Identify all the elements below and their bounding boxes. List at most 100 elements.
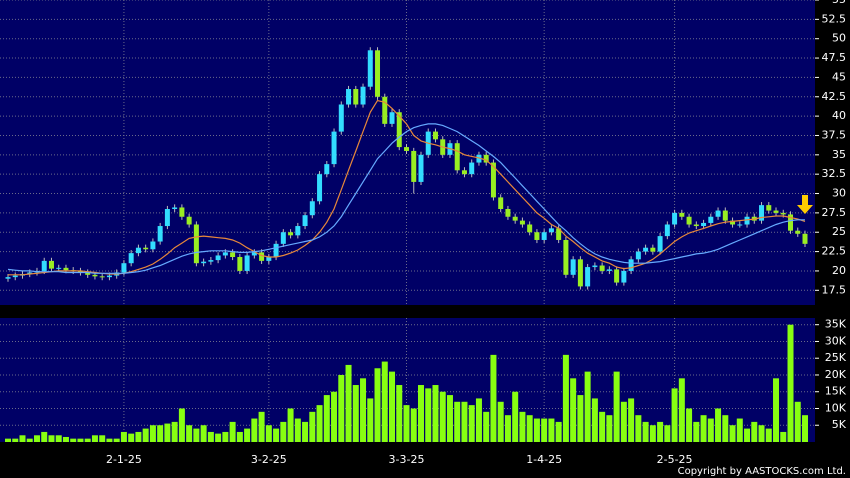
candle-body <box>99 276 105 278</box>
volume-bar <box>280 421 287 442</box>
volume-bar <box>222 431 229 442</box>
candle-body <box>106 275 112 278</box>
candle-body <box>498 197 504 210</box>
volume-bar <box>802 415 808 442</box>
y-tick-label: 32.5 <box>822 167 847 180</box>
volume-bar <box>360 378 367 442</box>
candle-body <box>273 243 279 258</box>
volume-bar <box>729 425 736 442</box>
y-tick-label: 50 <box>832 32 846 45</box>
volume-bar <box>99 435 106 442</box>
candle-body <box>418 154 424 182</box>
volume-bar <box>504 415 511 442</box>
volume-bar <box>316 405 323 442</box>
candle-body <box>643 247 649 252</box>
volume-bar <box>548 418 555 442</box>
x-tick-label: 2-1-25 <box>106 453 142 466</box>
volume-bar <box>193 428 200 442</box>
volume-bar <box>352 385 359 442</box>
volume-bar <box>475 398 482 442</box>
candle-body <box>505 209 511 217</box>
y-tick-label: 22.5 <box>822 245 847 258</box>
y-tick-label: 25 <box>832 225 846 238</box>
candle-body <box>237 257 243 271</box>
y-tick-label: 40 <box>832 109 846 122</box>
volume-bar <box>410 408 417 442</box>
candle-body <box>201 261 207 264</box>
volume-bar <box>613 371 620 442</box>
volume-bar <box>541 418 548 442</box>
x-tick-label: 2-5-25 <box>657 453 693 466</box>
candle-body <box>150 241 156 250</box>
candle-body <box>715 210 721 217</box>
volume-bar <box>584 371 591 442</box>
x-tick-label: 1-4-25 <box>526 453 562 466</box>
volume-bar <box>570 378 577 442</box>
marks <box>5 47 808 442</box>
candle-body <box>186 216 192 225</box>
volume-bar <box>642 421 649 442</box>
volume-bar <box>84 438 91 442</box>
volume-bar <box>446 395 453 442</box>
volume-bar <box>186 425 193 442</box>
y-tick-label: 20 <box>832 264 846 277</box>
y-tick-label: 52.5 <box>822 12 847 25</box>
candle-body <box>338 104 344 132</box>
volume-bar <box>497 401 504 442</box>
candle-body <box>548 228 554 233</box>
volume-bar <box>389 371 396 442</box>
moving-average-line <box>7 123 805 274</box>
x-tick-label: 3-2-25 <box>251 453 287 466</box>
volume-bar <box>533 418 540 442</box>
candle-body <box>41 260 47 271</box>
volume-bar <box>454 401 461 442</box>
candle-body <box>744 216 750 225</box>
volume-bar <box>751 421 758 442</box>
volume-bar <box>439 391 446 442</box>
candle-body <box>128 253 134 264</box>
candle-body <box>795 230 801 234</box>
y-tick-label: 25K <box>825 351 847 364</box>
y-tick-label: 37.5 <box>822 128 847 141</box>
price-panel <box>0 0 815 305</box>
candle-body <box>766 205 772 211</box>
volume-bar <box>157 425 164 442</box>
volume-bar <box>70 438 77 442</box>
volume-bar <box>722 415 729 442</box>
volume-bar <box>251 418 258 442</box>
volume-bar <box>367 398 374 442</box>
volume-bar <box>787 324 794 442</box>
candle-body <box>802 233 808 244</box>
candle-body <box>722 210 728 221</box>
candle-body <box>48 260 54 269</box>
volume-bar <box>693 421 700 442</box>
candle-body <box>621 270 627 283</box>
candle-body <box>534 232 540 240</box>
volume-bar <box>700 415 707 442</box>
volume-bar <box>113 438 120 442</box>
candle-body <box>432 131 438 140</box>
candle-body <box>85 272 91 275</box>
candle-body <box>404 147 409 151</box>
volume-bar <box>302 421 309 442</box>
y-tick-label: 30 <box>832 187 846 200</box>
volume-bar <box>374 368 381 442</box>
candle-body <box>773 210 779 213</box>
candle-body <box>541 232 547 240</box>
candle-body <box>599 265 605 271</box>
volume-bar <box>512 391 519 442</box>
candle-body <box>454 143 460 171</box>
grid <box>0 0 815 442</box>
y-tick-label: 35 <box>832 148 846 161</box>
volume-bar <box>265 425 272 442</box>
candle-body <box>208 260 214 262</box>
volume-bar <box>48 435 55 442</box>
volume-bar <box>273 428 280 442</box>
volume-bar <box>164 423 171 442</box>
volume-bar <box>33 435 40 442</box>
volume-bar <box>5 438 11 442</box>
candle-body <box>375 50 381 97</box>
volume-bar <box>26 438 33 442</box>
volume-bar <box>381 361 388 442</box>
